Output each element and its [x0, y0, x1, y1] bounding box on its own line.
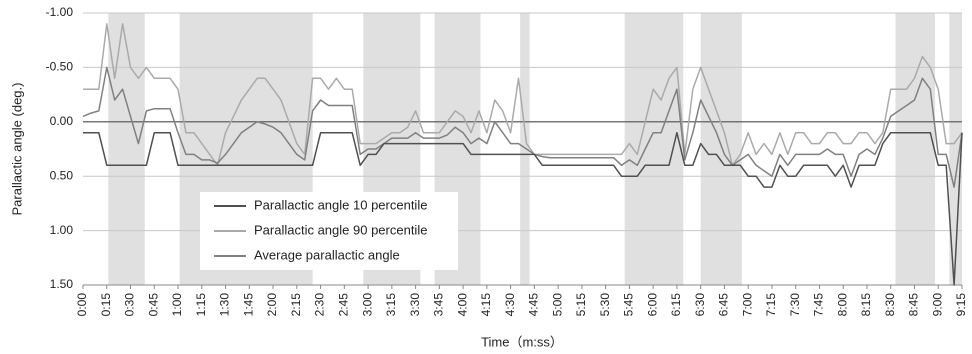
x-tick-label: 5:30 [598, 293, 612, 317]
x-tick-label: 7:15 [764, 293, 778, 317]
x-tick-label: 4:45 [527, 293, 541, 317]
legend-label: Parallactic angle 90 percentile [254, 222, 427, 237]
shaded-region [949, 13, 962, 285]
x-tick-label: 4:00 [455, 293, 469, 317]
series-line [83, 131, 963, 286]
x-tick-label: 5:45 [622, 293, 636, 317]
x-tick-label: 2:15 [289, 293, 303, 317]
x-tick-label: 6:00 [645, 293, 659, 317]
legend-label: Parallactic angle 10 percentile [254, 197, 427, 212]
x-tick-label: 6:30 [693, 293, 707, 317]
x-tick-label: 8:30 [883, 293, 897, 317]
x-tick-label: 9:15 [954, 293, 968, 317]
shaded-region [520, 13, 530, 285]
x-tick-label: 1:30 [218, 293, 232, 317]
x-tick-label: 1:00 [170, 293, 184, 317]
x-tick-label: 3:45 [432, 293, 446, 317]
x-tick-label: 8:45 [907, 293, 921, 317]
x-tick-label: 0:15 [99, 293, 113, 317]
shaded-region [108, 13, 145, 285]
y-tick-label: 1.50 [50, 277, 74, 291]
x-tick-label: 7:30 [788, 293, 802, 317]
x-tick-label: 0:00 [75, 293, 89, 317]
y-tick-label: -1.00 [46, 5, 74, 19]
series-line [82, 66, 963, 188]
x-tick-label: 5:15 [574, 293, 588, 317]
x-tick-label: 4:15 [479, 293, 493, 317]
x-tick-label: 5:00 [550, 293, 564, 317]
x-tick-label: 8:00 [835, 293, 849, 317]
x-tick-label: 7:45 [812, 293, 826, 317]
x-tick-label: 8:15 [859, 293, 873, 317]
shaded-region [700, 13, 742, 285]
x-tick-label: 6:15 [669, 293, 683, 317]
series-line [83, 23, 963, 167]
x-tick-label: 1:45 [241, 293, 255, 317]
y-tick-label: -0.50 [46, 60, 74, 74]
x-tick-label: 0:45 [146, 293, 160, 317]
x-tick-label: 7:00 [740, 293, 754, 317]
x-tick-label: 4:30 [503, 293, 517, 317]
x-tick-label: 2:30 [313, 293, 327, 317]
x-axis-title: Time（m:ss） [481, 334, 563, 349]
x-tick-label: 6:45 [717, 293, 731, 317]
x-tick-label: 0:30 [123, 293, 137, 317]
x-tick-label: 3:00 [360, 293, 374, 317]
x-tick-label: 3:15 [384, 293, 398, 317]
legend-label: Average parallactic angle [254, 247, 400, 262]
y-tick-label: 0.50 [50, 168, 74, 182]
x-tick-label: 3:30 [408, 293, 422, 317]
x-tick-label: 1:15 [194, 293, 208, 317]
y-tick-label: 0.00 [50, 114, 74, 128]
y-axis-title: Parallactic angle (deg.) [9, 83, 24, 216]
y-tick-label: 1.00 [50, 223, 74, 237]
x-tick-label: 2:00 [265, 293, 279, 317]
x-tick-label: 2:45 [336, 293, 350, 317]
x-tick-label: 9:00 [930, 293, 944, 317]
shaded-region [895, 13, 936, 285]
